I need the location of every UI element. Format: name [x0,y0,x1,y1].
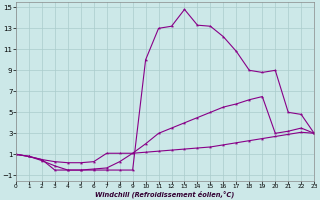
X-axis label: Windchill (Refroidissement éolien,°C): Windchill (Refroidissement éolien,°C) [95,190,235,198]
